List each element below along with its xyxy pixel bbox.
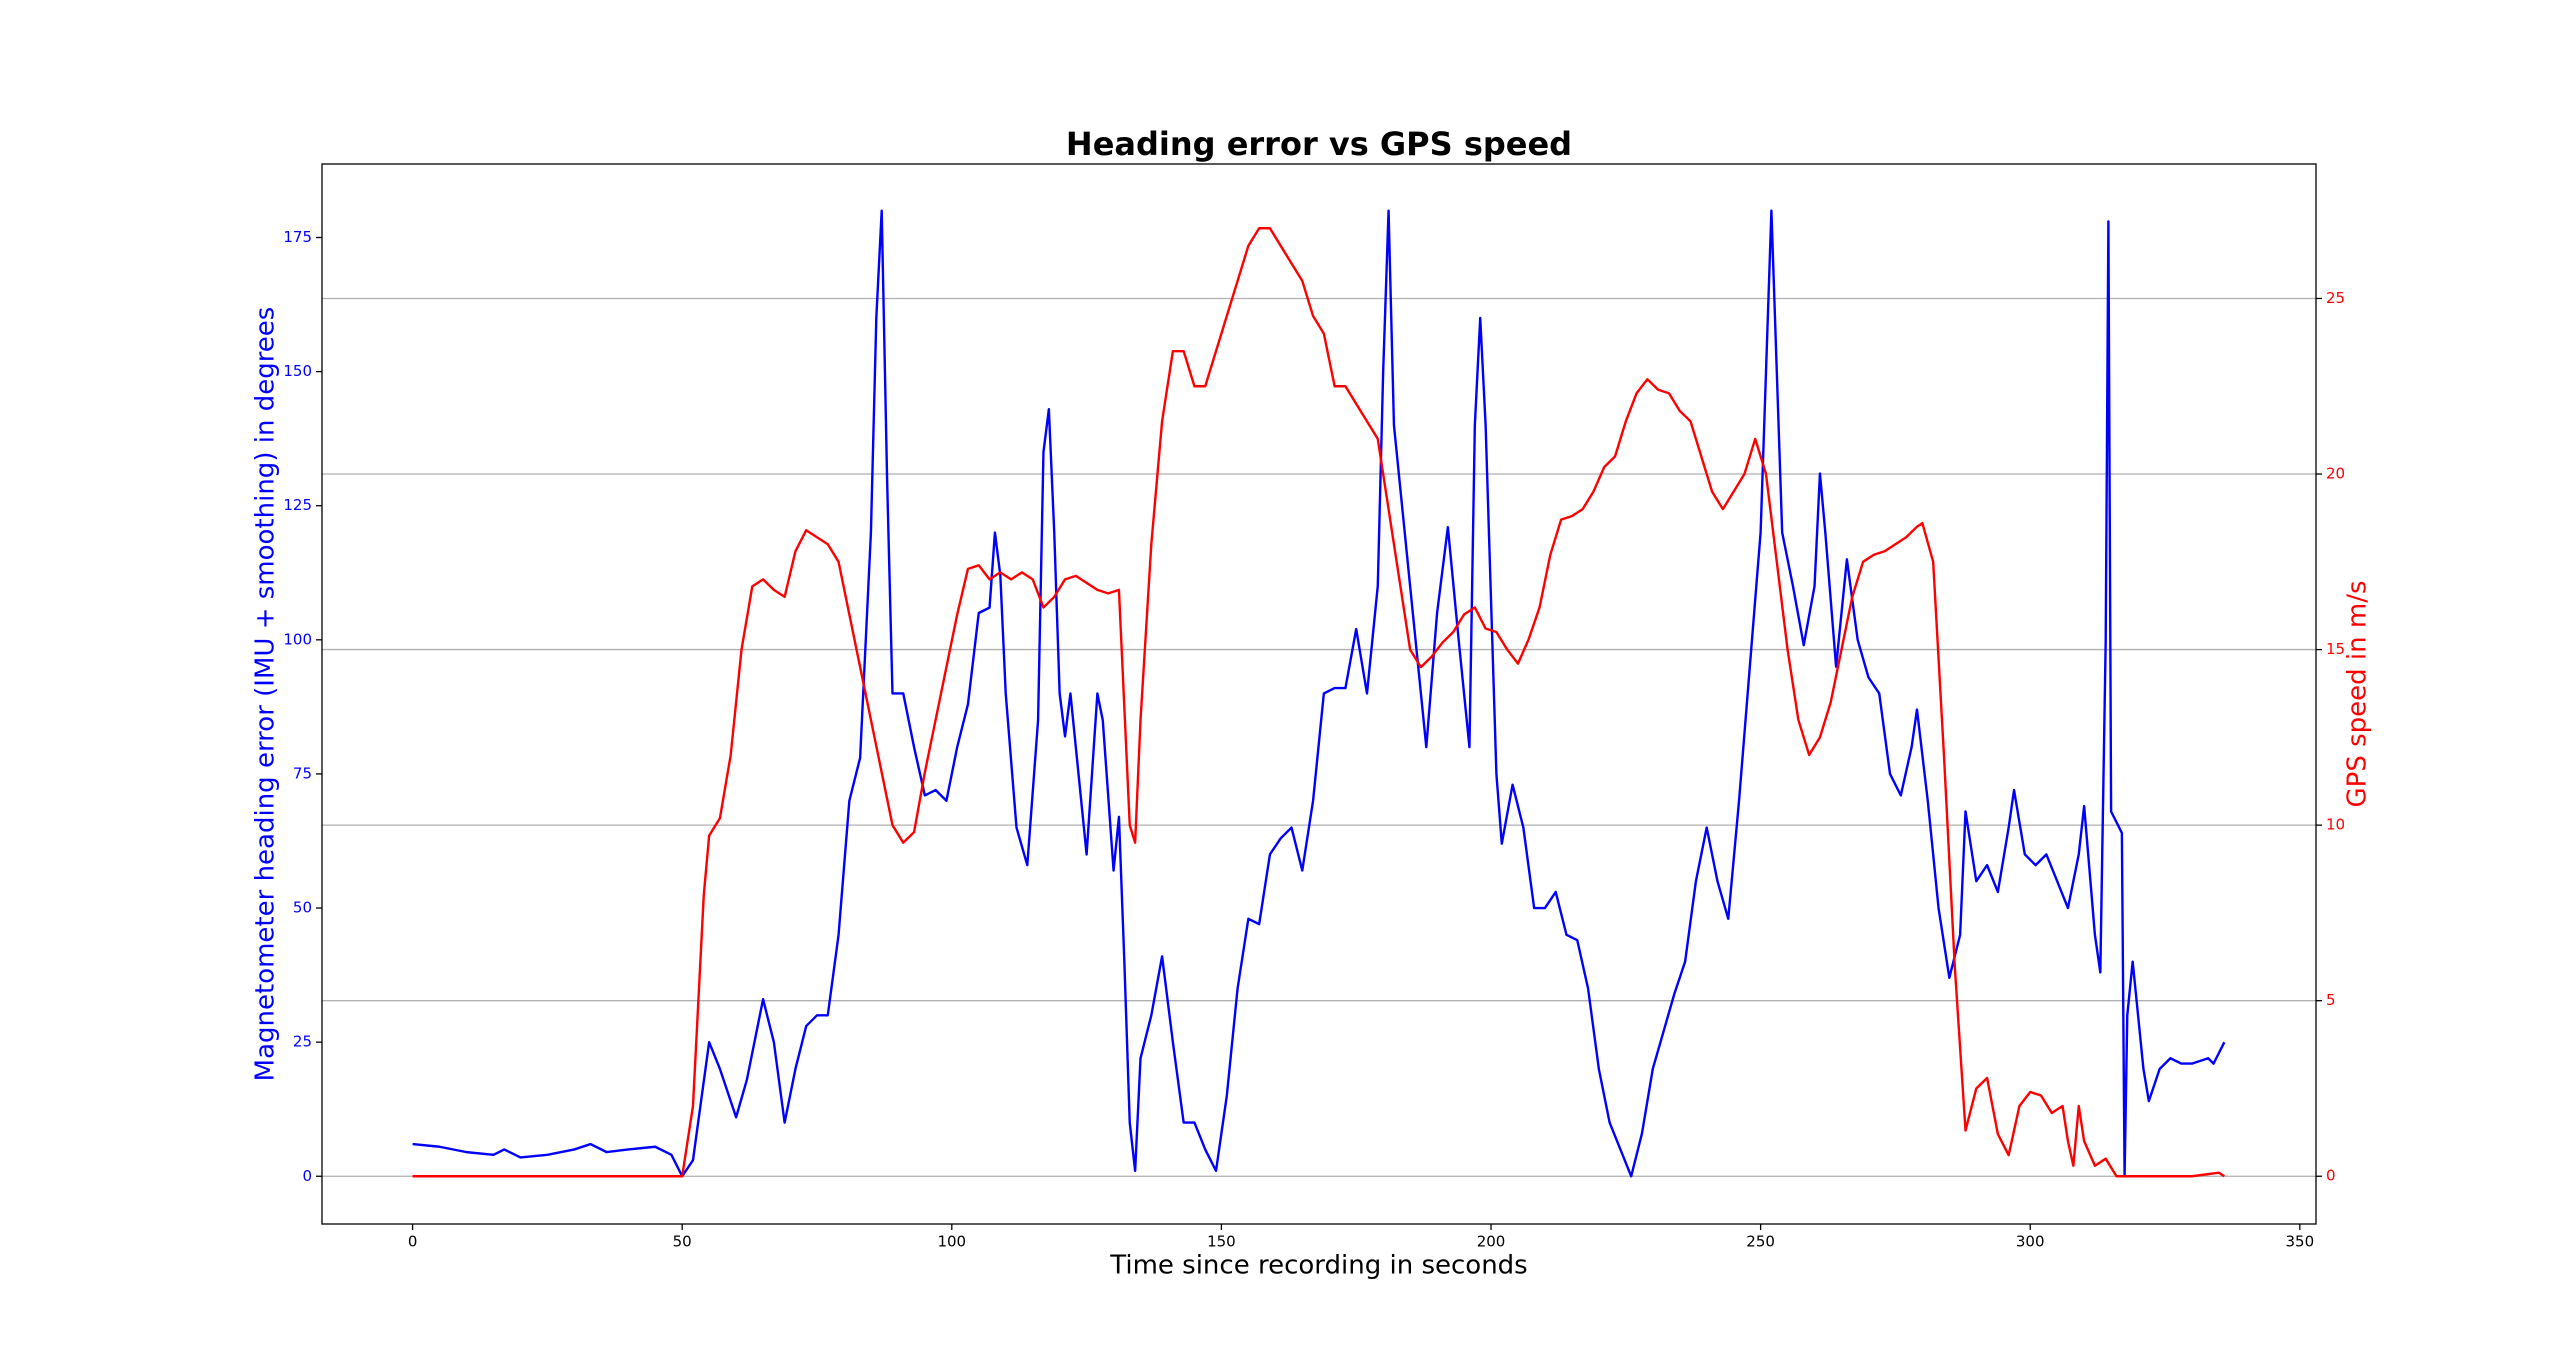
- y-tick-label: 25: [293, 1033, 312, 1051]
- y-tick-label: 175: [283, 228, 312, 246]
- x-tick-label: 0: [408, 1233, 418, 1251]
- y-tick-label: 75: [293, 764, 312, 782]
- x-tick-label: 150: [1207, 1233, 1236, 1251]
- y2-tick-label: 20: [2326, 465, 2345, 483]
- y2-tick-label: 15: [2326, 640, 2345, 658]
- y2-tick-label: 0: [2326, 1167, 2336, 1185]
- x-tick-label: 350: [2286, 1233, 2315, 1251]
- plot-frame: [321, 163, 2317, 1225]
- x-tick-label: 250: [1746, 1233, 1775, 1251]
- x-tick-label: 300: [2016, 1233, 2045, 1251]
- y2-tick-label: 25: [2326, 289, 2345, 307]
- y-tick-label: 100: [283, 630, 312, 648]
- y-axis-label: Magnetometer heading error (IMU + smooth…: [251, 307, 281, 1082]
- y2-tick-label: 10: [2326, 816, 2345, 834]
- x-axis-label: Time since recording in seconds: [1109, 1251, 1527, 1281]
- data-line: [412, 209, 2226, 1178]
- y2-axis-label: GPS speed in m/s: [2343, 580, 2373, 807]
- chart-title: Heading error vs GPS speed: [1066, 125, 1572, 163]
- y-tick-label: 50: [293, 899, 312, 917]
- x-tick-label: 50: [673, 1233, 692, 1251]
- x-tick-label: 100: [937, 1233, 966, 1251]
- data-line: [412, 227, 2225, 1178]
- x-tick-label: 200: [1477, 1233, 1506, 1251]
- y2-tick-label: 5: [2326, 991, 2336, 1009]
- y-tick-label: 150: [283, 362, 312, 380]
- y-tick-label: 0: [302, 1167, 312, 1185]
- y-tick-label: 125: [283, 496, 312, 514]
